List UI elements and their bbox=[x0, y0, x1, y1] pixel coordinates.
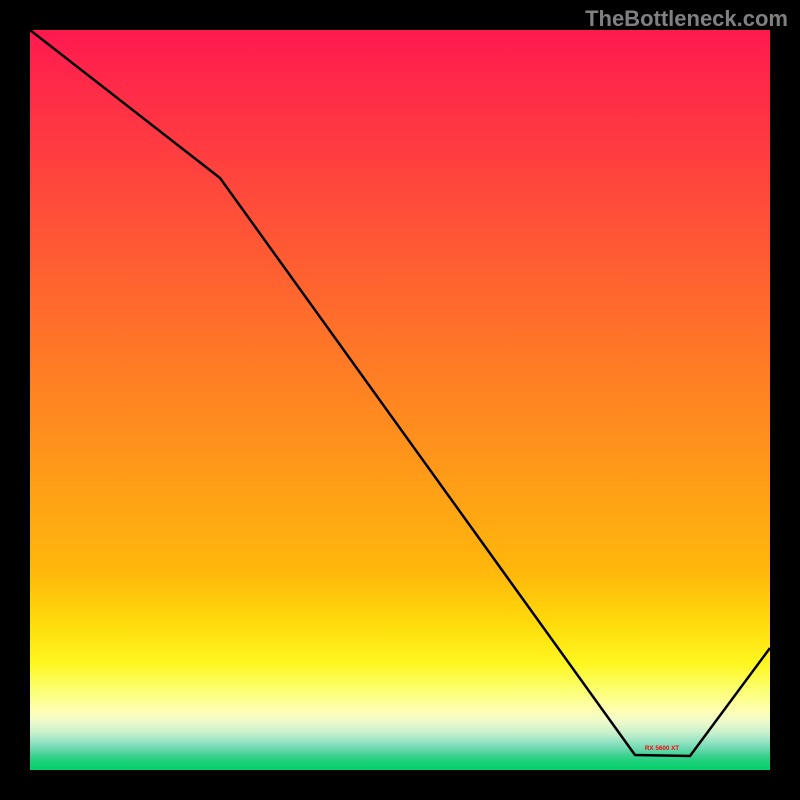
marker-label: RX 5600 XT bbox=[645, 745, 679, 752]
watermark-text: TheBottleneck.com bbox=[585, 6, 788, 31]
plot-area bbox=[30, 30, 770, 770]
